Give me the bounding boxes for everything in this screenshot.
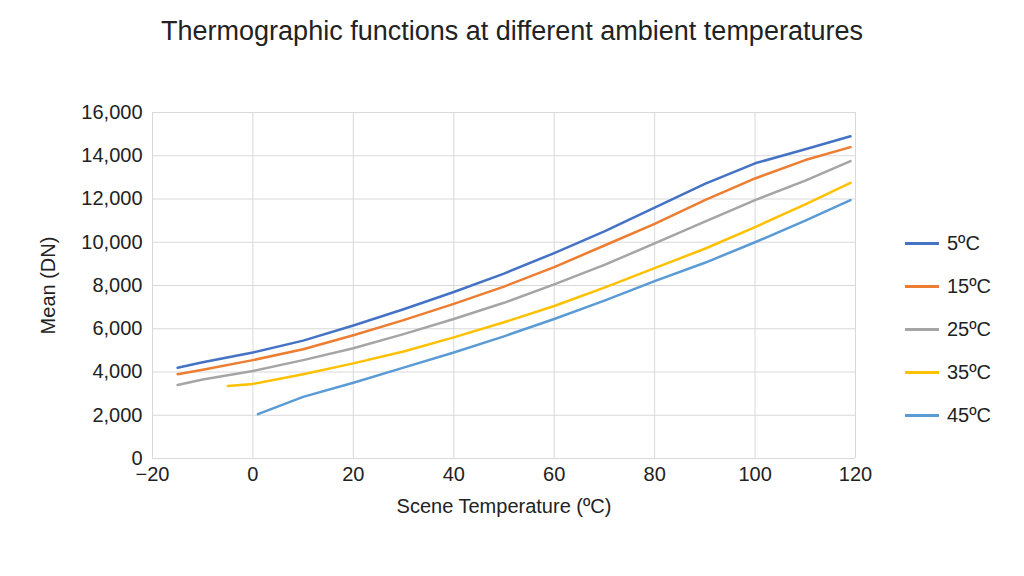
svg-text:10,000: 10,000 [81,231,142,253]
svg-text:80: 80 [644,463,666,485]
html-text:25ºC: 25ºC [947,318,991,340]
html-text:35ºC: 35ºC [947,361,991,383]
html-text:15ºC: 15ºC [947,275,991,297]
svg-text:4,000: 4,000 [92,360,142,382]
svg-text:2,000: 2,000 [92,404,142,426]
html-text:Thermographic functions at dif: Thermographic functions at different amb… [161,16,863,46]
svg-text:−20: −20 [135,462,170,485]
svg-text:20: 20 [342,463,364,485]
svg-text:0: 0 [247,463,258,485]
svg-text:100: 100 [738,463,771,485]
svg-text:60: 60 [543,463,565,485]
svg-text:14,000: 14,000 [81,144,142,166]
svg-text:8,000: 8,000 [92,274,142,296]
svg-text:6,000: 6,000 [92,317,142,339]
svg-text:16,000: 16,000 [81,101,142,123]
html-text:5ºC: 5ºC [947,232,980,254]
svg-text:120: 120 [839,463,872,485]
svg-text:Mean (DN): Mean (DN) [37,237,59,335]
svg-text:40: 40 [443,463,465,485]
svg-text:Scene Temperature (ºC): Scene Temperature (ºC) [397,495,612,517]
svg-text:0: 0 [131,447,142,469]
svg-text:12,000: 12,000 [81,187,142,209]
html-text:45ºC: 45ºC [947,404,991,426]
